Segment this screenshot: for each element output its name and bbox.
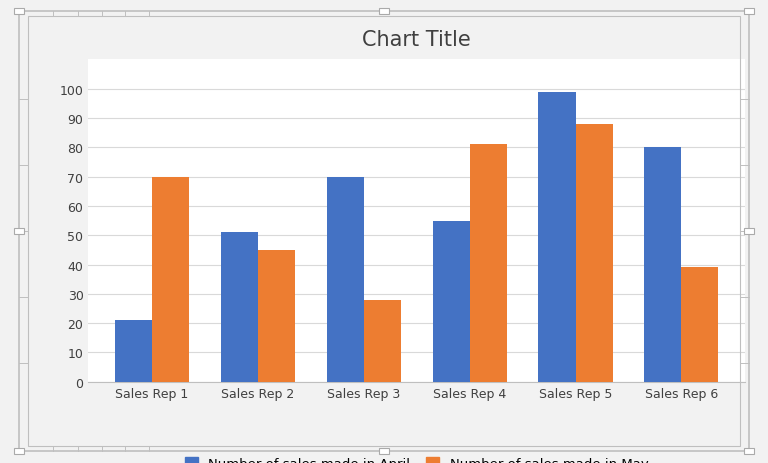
Bar bbox=[258, 250, 295, 382]
Bar bbox=[575, 125, 613, 382]
Bar bbox=[538, 93, 575, 382]
Bar bbox=[364, 300, 401, 382]
Bar bbox=[469, 145, 507, 382]
Bar bbox=[220, 233, 258, 382]
Bar bbox=[152, 177, 189, 382]
Title: Chart Title: Chart Title bbox=[362, 31, 471, 50]
Bar bbox=[326, 177, 364, 382]
Legend: Number of sales made in April, Number of sales made in May: Number of sales made in April, Number of… bbox=[179, 451, 654, 463]
Bar bbox=[644, 148, 681, 382]
Bar bbox=[681, 268, 719, 382]
Bar bbox=[432, 221, 469, 382]
Bar bbox=[114, 320, 152, 382]
